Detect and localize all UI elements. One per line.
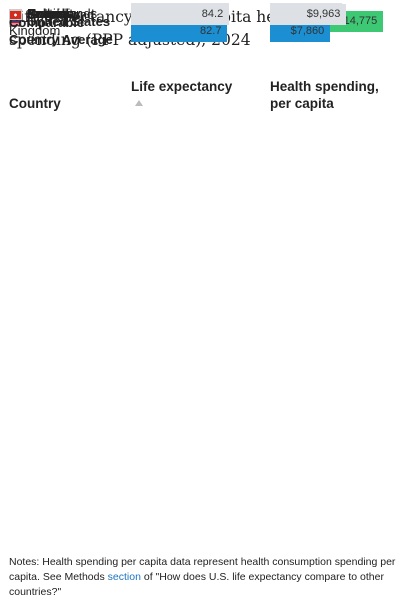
value-label: 82.7 [200,24,222,37]
country-name: Belgium [27,6,74,21]
notes-text: of "How does U.S. life expectancy compar… [9,571,384,598]
column-header: Health spending, per capita [270,79,379,111]
country-cell: Switzerland [9,0,119,29]
notes-link[interactable]: section [107,571,141,583]
country-wrap: Switzerland [9,6,94,23]
table-row: Austria82.1$8,401 [0,3,408,166]
table-row: Australia83.0$7,469 [0,3,408,308]
table-row: Japan84.1$5,790 [0,2,408,387]
country-name: Australia [27,6,78,21]
notes: Notes: Health spending per capita data r… [9,555,404,600]
sort-icon [135,100,143,106]
table-row: Belgium82.4$7,750 [0,3,408,219]
notes-text: Notes: Health spending per capita data r… [9,556,396,583]
bar: $7,860 [270,20,331,42]
table-row: Comparable Country Average 82.7 $7,860 [0,15,408,281]
value-label: $14,775 [337,15,378,27]
country-name: Netherlands [27,5,98,21]
country-name: Canada [27,5,73,21]
table-row: Switzerland 84.2 $9,963 [0,4,408,416]
bar: $9,963 [270,4,347,25]
bar: 84.2 [131,4,230,25]
country-cell: Comparable Country Average [9,0,119,62]
value-label: 84.2 [201,8,224,20]
flag-icon [9,10,22,20]
value-label: $7,860 [290,24,325,37]
bar: 82.7 [131,20,228,42]
country-name: Sweden [27,6,74,21]
country-name: United Kingdom [9,5,65,38]
country-wrap: Comparable Country Average [9,14,119,48]
country-name: Germany [27,6,81,21]
table-row: Sweden83.8$7,871 [0,3,408,361]
column-header: Country [9,96,61,111]
table-row: Canada82.2$7,301 [0,2,408,192]
table-row: Netherlands81.9$8,436 [0,2,408,139]
table-row: France83.0$7,367 [0,2,408,334]
country-name: Japan [27,5,63,21]
value-label: $9,963 [306,8,341,20]
country-name: Comparable Country Average [9,15,113,47]
country-name: Switzerland [27,7,95,22]
country-name: United States [27,14,111,29]
table-body: United States79.0$14,775Germany81.2$9,36… [0,2,408,416]
country-name: France [27,5,68,21]
country-name: Austria [27,6,68,21]
column-header: Life expectancy [131,79,233,94]
